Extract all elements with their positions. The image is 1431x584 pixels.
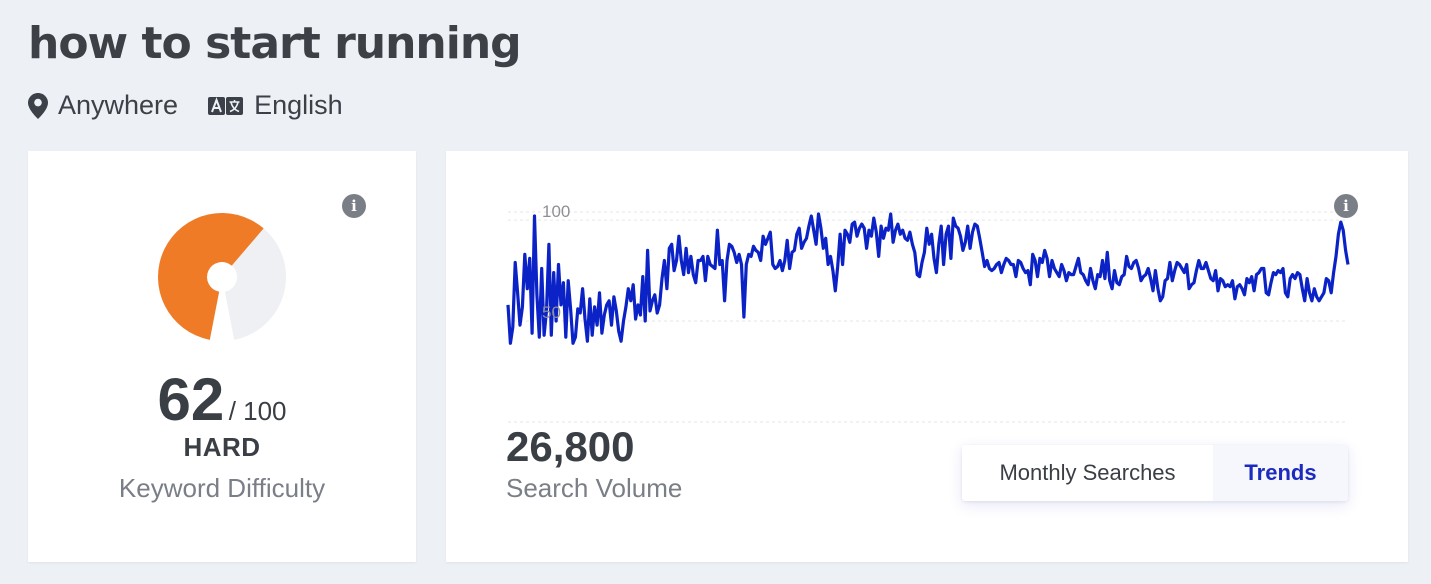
gauge-fill	[158, 213, 264, 340]
info-icon[interactable]: i	[1334, 194, 1358, 218]
difficulty-level: HARD	[183, 432, 261, 462]
location-filter[interactable]: Anywhere	[28, 90, 178, 121]
map-pin-icon	[28, 92, 48, 119]
y-tick-label: 100	[542, 202, 570, 221]
chart-mode-toggle: Monthly Searches Trends	[962, 445, 1348, 501]
difficulty-max: / 100	[228, 396, 287, 426]
tab-monthly-searches[interactable]: Monthly Searches	[999, 460, 1176, 485]
search-volume-value: 26,800	[506, 423, 635, 470]
info-icon[interactable]: i	[342, 194, 366, 218]
difficulty-score: 62 / 100	[28, 365, 416, 434]
search-volume-card: 50 100 i 26,800 Search Volume Monthly Sea…	[446, 151, 1408, 562]
difficulty-label: Keyword Difficulty	[118, 473, 326, 503]
trend-line	[506, 212, 1350, 345]
location-label: Anywhere	[58, 90, 179, 120]
y-tick-label: 50	[542, 303, 561, 322]
language-label: English	[254, 90, 343, 120]
keyword-meta: Anywhere English	[28, 90, 343, 121]
difficulty-gauge	[158, 213, 286, 340]
difficulty-value: 62	[157, 366, 225, 433]
page-title: how to start running	[28, 18, 522, 69]
trend-chart: 50 100	[506, 202, 1350, 423]
search-volume-label: Search Volume	[506, 473, 683, 503]
tab-trends[interactable]: Trends	[1213, 445, 1348, 501]
keyword-difficulty-card: i 62 / 100 HARD Keyword Difficulty	[28, 151, 416, 562]
language-filter[interactable]: English	[208, 90, 343, 121]
translate-icon	[208, 96, 244, 115]
